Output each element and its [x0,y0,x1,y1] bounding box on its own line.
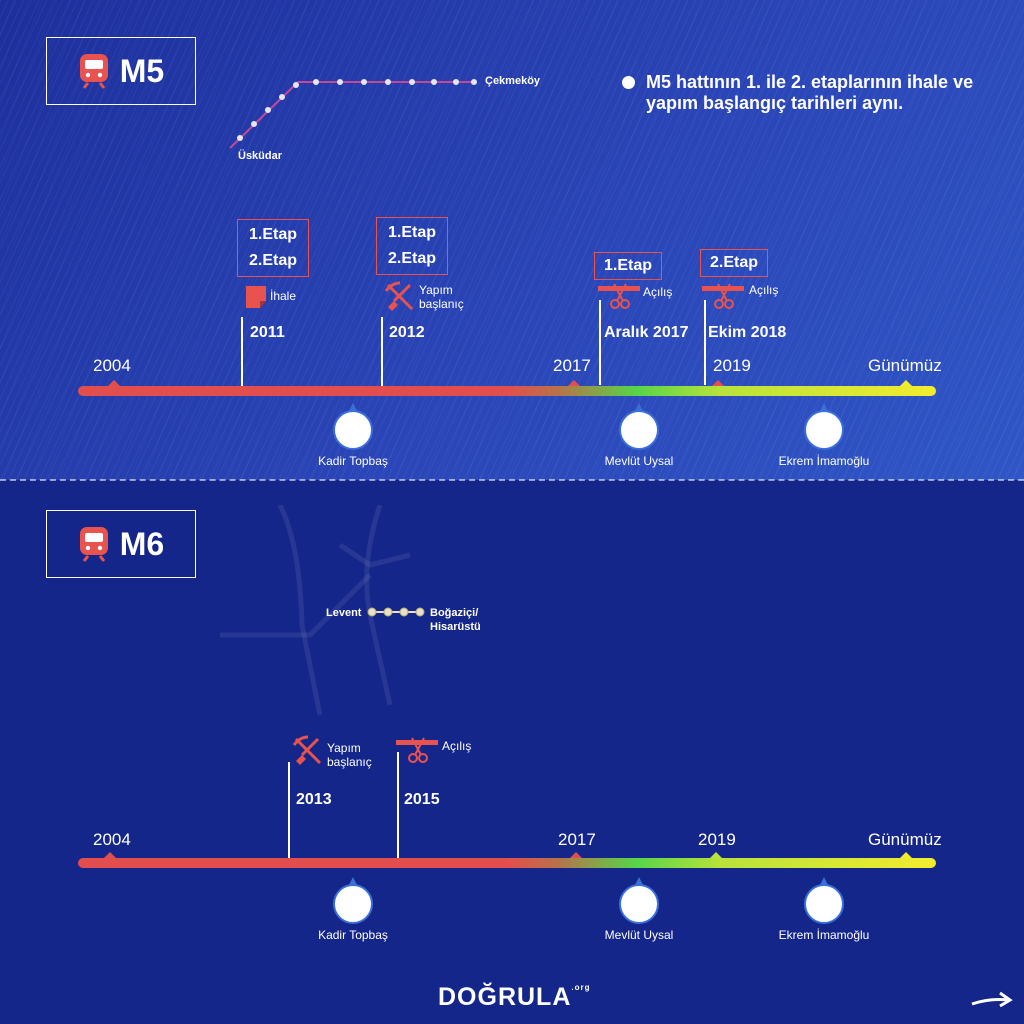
portrait-icon [333,877,373,924]
metro-train-icon [79,54,108,89]
m6-line-name: M6 [119,525,165,562]
m5-event-2018-line [704,300,706,385]
m5-tl-end: Günümüz [868,356,942,375]
m5-event-2012-year: 2012 [389,324,425,341]
m5-station-end: Çekmeköy [485,75,541,87]
logo-text: DOĞRULA [438,983,572,1011]
etap-label: 1.Etap [603,257,652,274]
m5-event-2017-label: Açılış [643,285,673,299]
m5-timeline-bar [78,386,936,396]
etap-label: 2.Etap [709,254,758,271]
person-name: Mevlüt Uysal [604,454,674,468]
timeline-marker [104,852,116,858]
m5-event-2017-year: Aralık 2017 [604,324,689,341]
m5-person-uysal: Mevlüt Uysal [574,403,704,468]
m5-event-2011-label: İhale [270,289,297,303]
m5-event-2018-year: Ekim 2018 [708,324,787,341]
m6-tl-2004: 2004 [93,830,131,849]
m5-event-2012-label: Yapım başlanıç [419,283,464,311]
person-name: Ekrem İmamoğlu [778,928,870,942]
m6-timeline-bar [78,858,936,868]
m5-line-name: M5 [119,52,165,89]
person-name: Kadir Topbaş [318,928,388,942]
section-divider [0,479,1024,481]
m5-person-imamoglu: Ekrem İmamoğlu [759,403,889,468]
portrait-icon [333,403,373,450]
m5-event-2012-etap-box: 1.Etap 2.Etap [376,217,448,275]
etap-label: 2.Etap [387,250,436,267]
m6-event-2015-year: 2015 [404,791,440,808]
timeline-marker [900,852,912,858]
timeline-marker [568,380,580,386]
m5-event-2017-etap-box: 1.Etap [594,252,662,280]
timeline-marker [570,852,582,858]
timeline-marker [710,852,722,858]
shovel-pickaxe-icon [384,281,414,311]
m6-event-2013-year: 2013 [296,791,332,808]
m5-note: M5 hattının 1. ile 2. etaplarının ihale … [622,72,1016,114]
bullet-icon [622,76,635,89]
portrait-icon [804,877,844,924]
m6-tl-end: Günümüz [868,830,942,849]
m6-event-2013-label: Yapım başlanıç [327,741,372,769]
m5-event-2011-year: 2011 [250,324,285,341]
portrait-icon [619,877,659,924]
m6-panel [0,480,1024,1024]
m6-person-topbas: Kadir Topbaş [288,877,418,942]
m6-event-2015-label: Açılış [442,739,472,753]
logo-suffix: .org [571,983,591,992]
dogrula-logo: DOĞRULA.org [438,983,591,1012]
portrait-icon [619,403,659,450]
m6-tl-2019: 2019 [698,830,736,849]
m5-event-2012-line [381,317,383,387]
m5-event-2011-etap-box: 1.Etap 2.Etap [237,219,309,277]
m6-person-imamoglu: Ekrem İmamoğlu [759,877,889,942]
timeline-marker [108,380,120,386]
m6-tl-2017: 2017 [558,830,596,849]
arrow-right-icon[interactable] [970,990,1014,1010]
ribbon-cut-icon [598,283,640,309]
m5-tl-2019: 2019 [713,356,751,375]
m5-station-start: Üsküdar [238,150,283,162]
m6-event-2013-line [288,762,290,862]
etap-label: 1.Etap [387,224,436,241]
m6-person-uysal: Mevlüt Uysal [574,877,704,942]
shovel-pickaxe-icon [292,735,322,765]
m5-route-map [229,79,477,149]
etap-label: 2.Etap [248,252,297,269]
person-name: Ekrem İmamoğlu [778,454,870,468]
m5-event-2018-etap-box: 2.Etap [700,249,768,277]
etap-label: 1.Etap [248,226,297,243]
timeline-marker [900,380,912,386]
m5-note-text: M5 hattının 1. ile 2. etaplarının ihale … [646,72,974,113]
m6-line-badge: M6 [46,510,196,578]
timeline-marker [712,380,724,386]
m5-event-2017-line [599,300,601,385]
metro-train-icon [79,527,108,562]
m6-station-start: Levent [326,607,362,619]
m6-station-end-1: Boğaziçi/ [430,607,479,619]
m6-station-end-2: Hisarüstü [430,621,481,633]
m6-event-2015-line [397,752,399,862]
person-name: Mevlüt Uysal [604,928,674,942]
portrait-icon [804,403,844,450]
m6-background-map [220,505,425,716]
document-icon [246,286,266,308]
m5-tl-2017: 2017 [553,356,591,375]
person-name: Kadir Topbaş [318,454,388,468]
ribbon-cut-icon [396,737,438,763]
m5-tl-2004: 2004 [93,356,131,375]
m5-person-topbas: Kadir Topbaş [288,403,418,468]
m5-line-badge: M5 [46,37,196,105]
m5-event-2011-line [241,317,243,395]
m5-event-2018-label: Açılış [749,283,779,297]
m5-panel [0,0,1024,480]
ribbon-cut-icon [702,283,744,309]
